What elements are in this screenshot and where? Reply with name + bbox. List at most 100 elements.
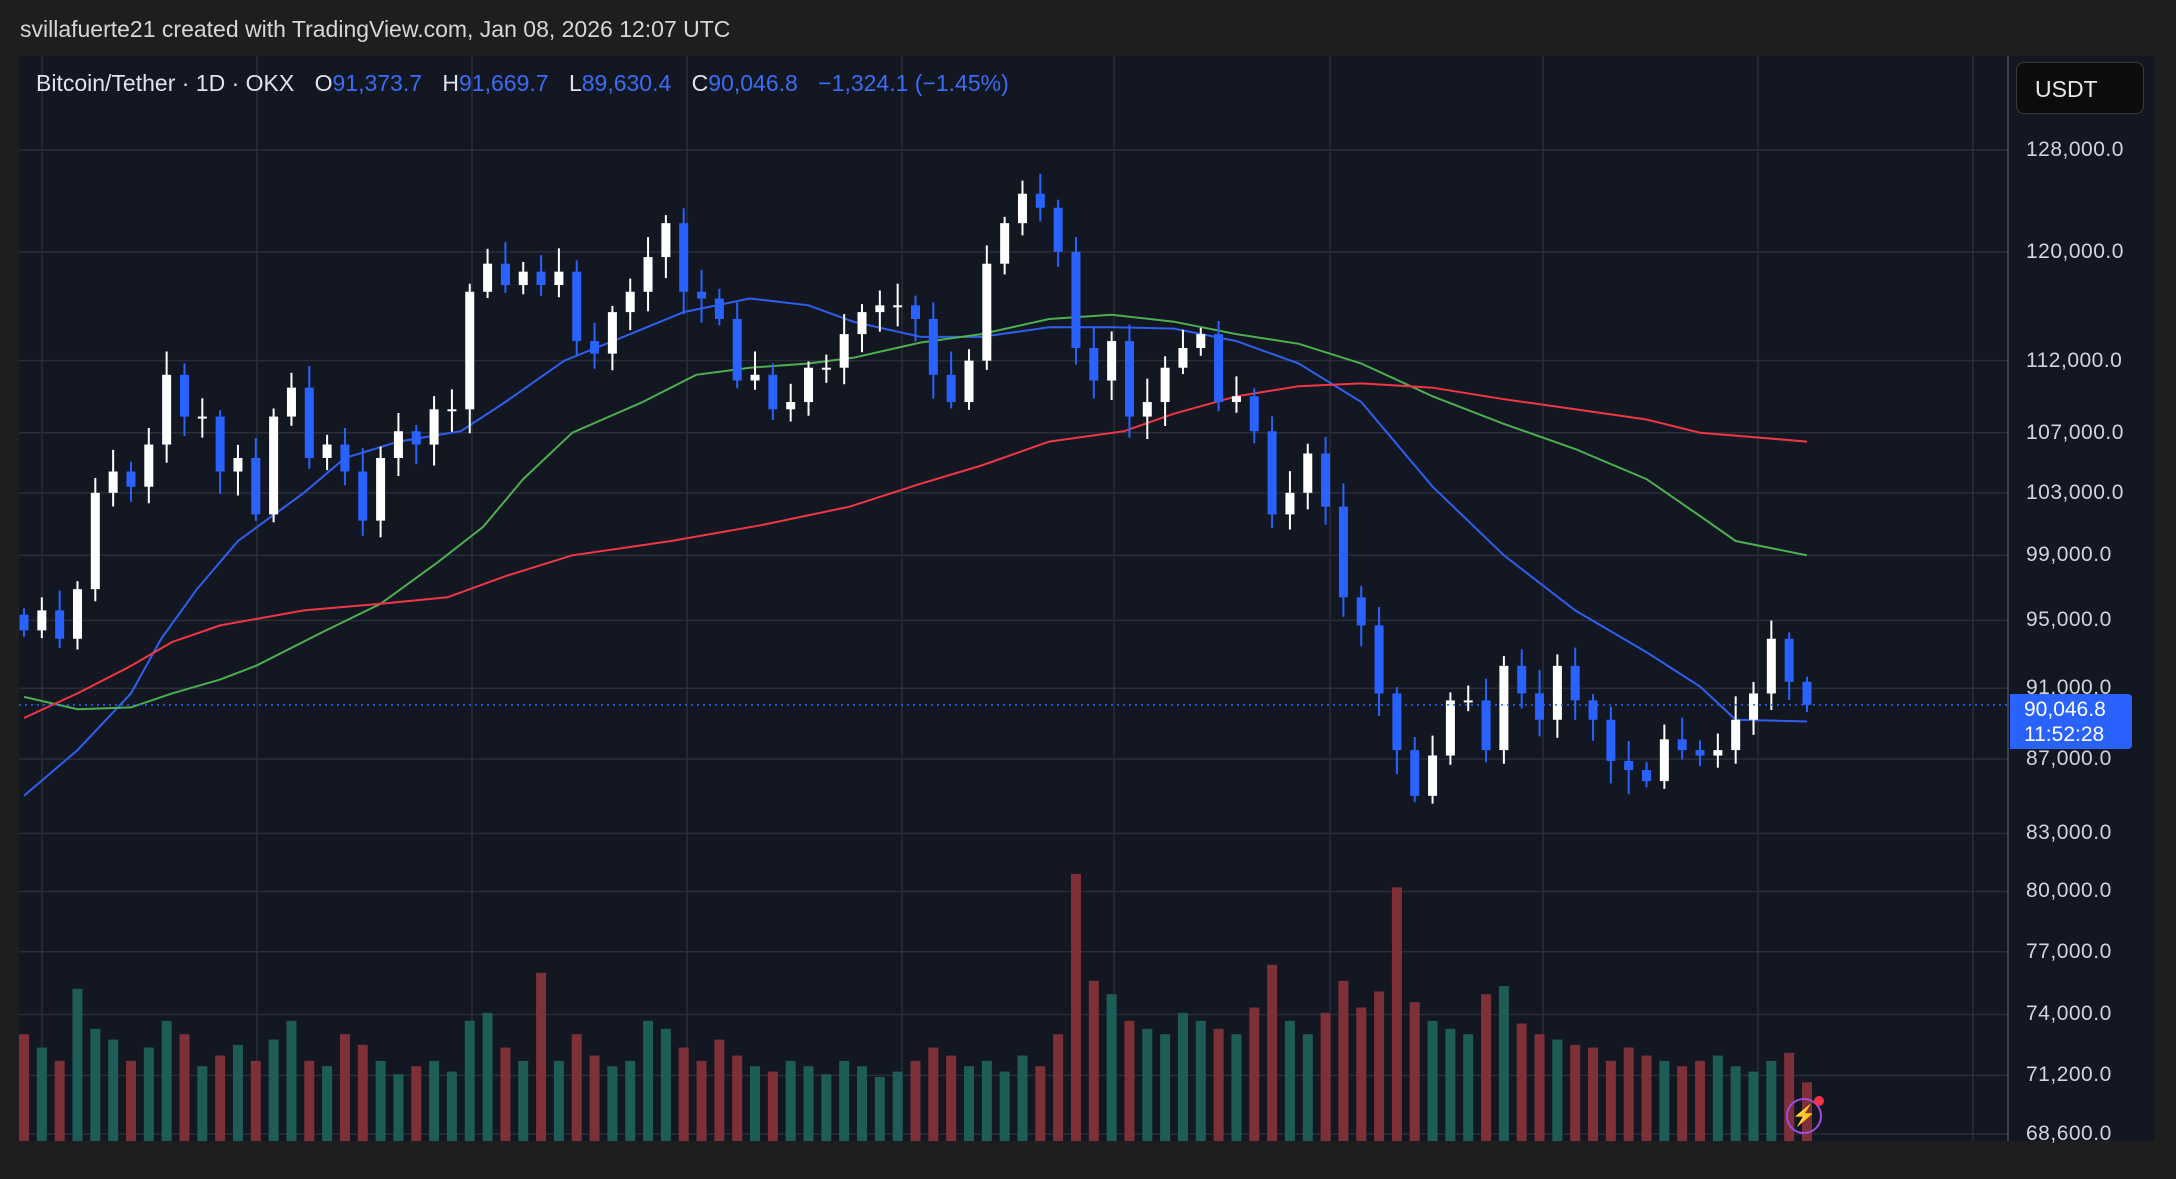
candle-up	[982, 263, 992, 361]
candle-down	[1338, 506, 1348, 598]
price-tick-label: 107,000.0	[2026, 420, 2124, 444]
volume-bar	[1712, 1055, 1723, 1141]
volume-bar	[482, 1012, 493, 1141]
volume-bar	[803, 1066, 814, 1141]
candle-up	[90, 492, 100, 590]
price-tick-label: 80,000.0	[2026, 879, 2112, 903]
candle-up	[286, 387, 296, 417]
price-tick-label: 87,000.0	[2026, 747, 2112, 771]
volume-bar	[1249, 1007, 1260, 1141]
moving-average-blue	[23, 297, 1808, 797]
candle-down	[714, 298, 724, 319]
candle-down	[1481, 700, 1491, 751]
volume-bar	[607, 1066, 618, 1141]
chart-background	[19, 56, 2155, 1141]
candle-up	[233, 457, 243, 472]
volume-bar	[1588, 1047, 1599, 1141]
candle-up	[1160, 367, 1170, 403]
volume-bar	[767, 1071, 778, 1141]
candle-up	[1196, 334, 1206, 349]
volume-bar	[839, 1060, 850, 1141]
candle-up	[393, 431, 403, 458]
candle-down	[19, 614, 29, 631]
volume-bar	[1784, 1052, 1795, 1141]
candle-down	[536, 271, 546, 286]
candle-up	[786, 402, 796, 410]
volume-bar	[892, 1071, 903, 1141]
volume-bar	[1463, 1034, 1474, 1141]
volume-bar	[304, 1060, 315, 1141]
symbol-name[interactable]: Bitcoin/Tether · 1D · OKX	[36, 70, 295, 96]
candle-down	[1677, 739, 1687, 751]
volume-bar	[999, 1071, 1010, 1141]
candle-up	[269, 416, 279, 515]
volume-bar	[1766, 1060, 1777, 1141]
volume-bar	[339, 1034, 350, 1141]
candle-down	[946, 374, 956, 403]
price-tick-label: 120,000.0	[2026, 239, 2124, 263]
volume-bar	[981, 1060, 992, 1141]
volume-bar	[928, 1047, 939, 1141]
candle-down	[179, 374, 189, 417]
volume-bar	[108, 1039, 119, 1141]
volume-bar	[1053, 1034, 1064, 1141]
chart-credit: svillafuerte21 created with TradingView.…	[20, 16, 731, 42]
volume-bar	[72, 988, 83, 1141]
candle-down	[1695, 750, 1705, 756]
candle-down	[590, 341, 600, 354]
volume-bar	[464, 1020, 475, 1141]
volume-bar	[963, 1066, 974, 1141]
candle-up	[1178, 348, 1188, 368]
candle-up	[1231, 396, 1241, 403]
volume-bar	[1605, 1060, 1616, 1141]
price-tick-label: 83,000.0	[2026, 821, 2112, 845]
volume-bar	[714, 1039, 725, 1141]
candle-up	[1463, 700, 1473, 703]
candle-up	[465, 291, 475, 410]
volume-bar	[1142, 1028, 1153, 1141]
candle-up	[322, 444, 332, 458]
candle-down	[55, 610, 65, 639]
volume-bar	[1338, 980, 1349, 1141]
volume-bar	[1641, 1055, 1652, 1141]
volume-bar	[429, 1060, 440, 1141]
volume-bar	[536, 972, 547, 1141]
lightning-icon[interactable]: ⚡	[1786, 1096, 1824, 1134]
grid	[19, 56, 2008, 1141]
candle-up	[857, 312, 867, 335]
candle-down	[1535, 693, 1545, 720]
volume-bar	[821, 1074, 832, 1141]
candle-up	[37, 610, 47, 631]
currency-button[interactable]: USDT	[2016, 62, 2144, 114]
candle-up	[518, 271, 528, 286]
candle-up	[1749, 693, 1759, 720]
volume-bar	[286, 1020, 297, 1141]
notification-dot	[1814, 1096, 1824, 1106]
symbol-legend: Bitcoin/Tether · 1D · OKX O91,373.7 H91,…	[36, 70, 1009, 97]
candle-up	[804, 367, 814, 403]
candle-up	[1552, 665, 1562, 720]
candle-up	[821, 367, 831, 370]
volume-bar	[1516, 1023, 1527, 1141]
volume-bar	[1124, 1020, 1135, 1141]
volume-bar	[678, 1047, 689, 1141]
candle-down	[1356, 597, 1366, 626]
volume-bar	[946, 1055, 957, 1141]
candle-up	[197, 416, 207, 419]
volume-bar	[500, 1047, 511, 1141]
volume-bar	[1088, 980, 1099, 1141]
volume-bar	[1213, 1028, 1224, 1141]
volume-bars	[19, 874, 1812, 1141]
candle-down	[1624, 760, 1634, 771]
price-tick-label: 128,000.0	[2026, 138, 2124, 161]
volume-bar	[1035, 1066, 1046, 1141]
volume-bar	[1730, 1066, 1741, 1141]
volume-bar	[375, 1060, 386, 1141]
candle-down	[126, 471, 136, 487]
candle-up	[447, 409, 457, 412]
right-margin	[2155, 56, 2176, 1141]
candle-down	[304, 387, 314, 458]
price-tick-label: 103,000.0	[2026, 480, 2124, 504]
candle-up	[1017, 193, 1027, 224]
